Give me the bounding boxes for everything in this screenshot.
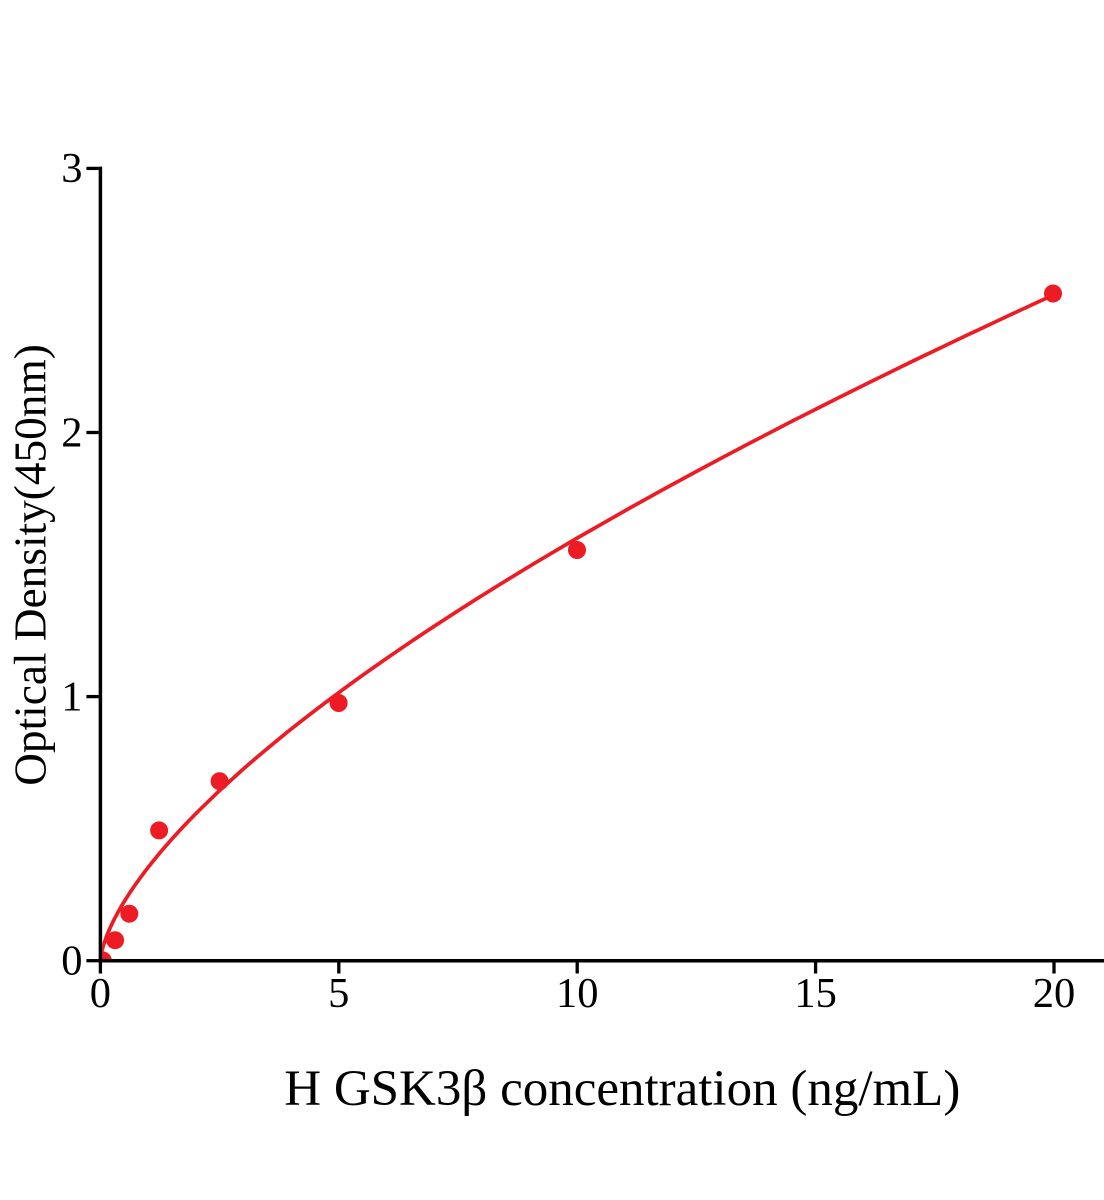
svg-text:1: 1	[61, 673, 82, 720]
svg-text:2: 2	[61, 409, 82, 456]
svg-text:15: 15	[794, 970, 837, 1017]
svg-text:0: 0	[90, 970, 111, 1017]
svg-text:H GSK3β concentration (ng/mL): H GSK3β concentration (ng/mL)	[284, 1061, 960, 1117]
svg-text:Optical Density(450nm): Optical Density(450nm)	[6, 344, 56, 786]
svg-text:5: 5	[328, 970, 349, 1017]
svg-text:3: 3	[61, 145, 82, 192]
svg-text:20: 20	[1033, 970, 1076, 1017]
svg-text:0: 0	[61, 938, 82, 985]
svg-text:10: 10	[556, 970, 599, 1017]
